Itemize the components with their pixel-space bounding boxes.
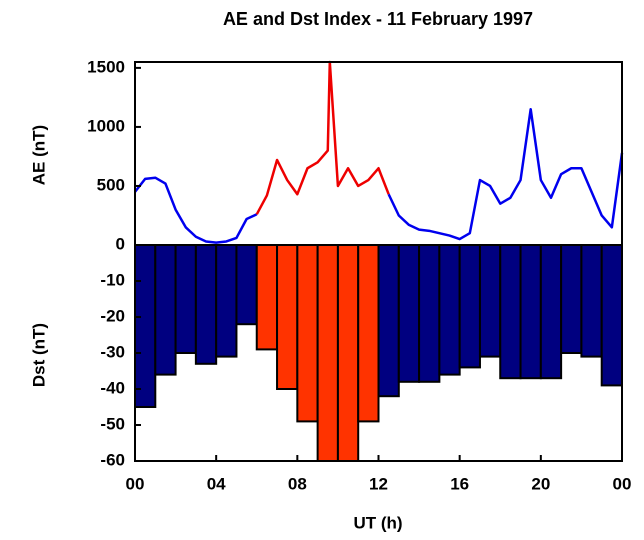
dst-bar	[458, 244, 481, 369]
x-tick-label: 16	[450, 474, 469, 493]
y-tick-label: -30	[100, 342, 125, 361]
x-tick-label: 08	[288, 474, 307, 493]
y-tick-label: -50	[100, 414, 125, 433]
dst-bar	[418, 244, 441, 383]
dst-bar	[276, 244, 299, 390]
x-tick-label: 00	[126, 474, 145, 493]
dst-bar	[215, 244, 238, 358]
y-tick-label: 1500	[87, 57, 125, 76]
y-tick-label: 1000	[87, 116, 125, 135]
dst-bar	[539, 244, 563, 380]
ae-line	[387, 107, 624, 241]
dst-bar	[174, 244, 197, 354]
dst-bar	[316, 244, 339, 462]
dst-bar	[255, 244, 279, 351]
x-tick-label: 12	[369, 474, 388, 493]
x-tick-label: 20	[531, 474, 550, 493]
dst-bar	[397, 244, 421, 383]
y-axis-label: AE (nT)	[29, 125, 48, 185]
dst-bar	[560, 244, 583, 354]
dst-bar	[194, 244, 218, 365]
y-tick-label: -40	[100, 378, 125, 397]
plot-frame	[134, 61, 623, 246]
y-tick-label: 0	[116, 234, 125, 253]
ae-line	[134, 176, 258, 244]
y-axis-label: Dst (nT)	[29, 323, 48, 387]
dst-bar	[580, 244, 603, 358]
y-tick-label: -20	[100, 306, 125, 325]
dst-bar	[438, 244, 461, 376]
dst-bar	[296, 244, 319, 423]
x-axis-label: UT (h)	[353, 513, 402, 532]
dst-bar	[600, 244, 623, 387]
dst-bar	[519, 244, 542, 380]
dst-bar	[134, 244, 157, 408]
dst-bar	[377, 244, 400, 398]
dst-bar	[336, 244, 360, 462]
dst-bar	[154, 244, 177, 376]
dst-bar	[357, 244, 380, 423]
dst-bar	[478, 244, 502, 358]
x-tick-label: 04	[207, 474, 226, 493]
chart-title: AE and Dst Index - 11 February 1997	[223, 9, 533, 29]
y-tick-label: -10	[100, 270, 125, 289]
y-tick-label: 500	[97, 175, 125, 194]
ae-line	[255, 60, 390, 215]
x-tick-label: 00	[613, 474, 632, 493]
y-tick-label: -60	[100, 450, 125, 469]
dst-bar	[235, 244, 258, 326]
dst-bar	[499, 244, 522, 380]
